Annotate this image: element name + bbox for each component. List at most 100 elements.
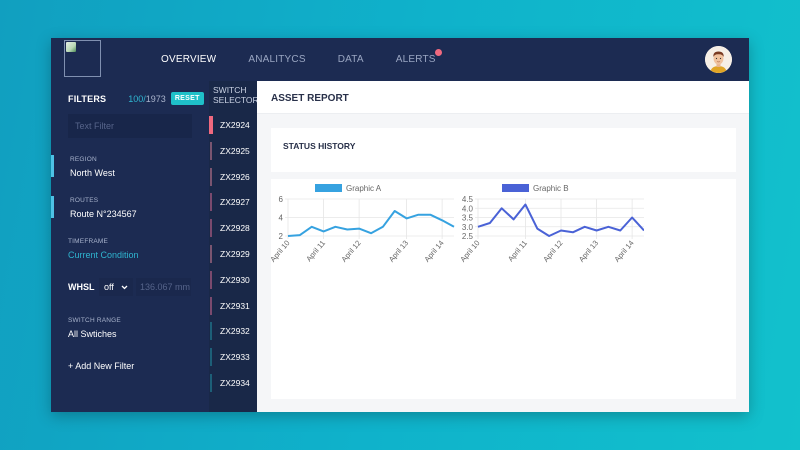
svg-text:April 10: April 10 [271, 239, 292, 264]
main-content: ASSET REPORT STATUS HISTORY Graphic A 2 4 6… [257, 81, 749, 412]
app-window: OVERVIEW ANALITYCS DATA ALERTS FILT [51, 38, 749, 412]
chevron-down-icon [121, 285, 128, 289]
legend-swatch-icon [315, 184, 342, 192]
data-line [287, 210, 455, 237]
switch-item[interactable]: ZX2931 [209, 296, 257, 317]
filter-whsl: WHSL off 136.067 mm [68, 278, 191, 296]
svg-text:April 14: April 14 [422, 239, 445, 264]
switch-status-bar [210, 141, 212, 160]
switch-item-label: ZX2933 [220, 352, 250, 363]
nav-data[interactable]: DATA [337, 54, 364, 65]
svg-text:April 13: April 13 [387, 239, 410, 264]
switch-item-label: ZX2927 [220, 197, 250, 208]
switch-item-label: ZX2931 [220, 300, 250, 311]
switch-item-label: ZX2924 [220, 120, 250, 130]
line-chart-svg: Graphic B 2.53.03.54.04.5 April 10 April 11… [458, 184, 645, 264]
filter-switch-range-label: SWITCH RANGE [68, 317, 121, 324]
filters-header: FILTERS 100/1973 RESET [68, 92, 208, 105]
main-header: ASSET REPORT [257, 81, 749, 114]
switch-status-bar [210, 219, 212, 238]
top-navbar: OVERVIEW ANALITYCS DATA ALERTS [51, 38, 749, 81]
filters-count-current: 100 [128, 93, 144, 104]
switch-item[interactable]: ZX2926 [209, 167, 257, 188]
svg-text:3.0: 3.0 [462, 223, 474, 232]
svg-text:2: 2 [279, 232, 284, 241]
switch-item-label: ZX2932 [220, 326, 250, 337]
switch-status-bar [210, 270, 212, 289]
switch-item-label: ZX2934 [220, 378, 250, 388]
switch-status-bar [210, 245, 212, 263]
svg-text:April 11: April 11 [304, 239, 327, 264]
filters-title: FILTERS [68, 93, 107, 104]
legend-label: Graphic B [533, 184, 569, 193]
svg-text:3.5: 3.5 [462, 214, 474, 223]
switch-item[interactable]: ZX2932 [209, 322, 257, 342]
svg-text:4.5: 4.5 [462, 195, 474, 204]
legend-swatch-icon [502, 184, 529, 192]
filters-count-total: 1973 [145, 93, 166, 104]
switch-selector-title-line1: SWITCH [213, 85, 247, 95]
line-chart-svg: Graphic A 2 4 6 April 10 April 11 April 12 Apri… [268, 184, 455, 264]
svg-text:6: 6 [279, 195, 284, 204]
switch-item-label: ZX2929 [220, 249, 250, 259]
switch-item-label: ZX2926 [220, 171, 250, 182]
filter-switch-range-value: All Swtiches [68, 329, 117, 339]
nav-overview[interactable]: OVERVIEW [161, 54, 217, 65]
switch-item-label: ZX2928 [220, 223, 250, 234]
switch-selector-title: SWITCH SELECTOR [213, 85, 259, 105]
avatar-face-icon [705, 46, 732, 73]
filter-timeframe-label: TIMEFRAME [68, 238, 109, 245]
svg-text:April 14: April 14 [612, 239, 635, 264]
charts-card: Graphic A 2 4 6 April 10 April 11 April 12 Apri… [268, 179, 736, 399]
filters-count-sep: / [143, 93, 146, 104]
filter-routes-label: ROUTES [70, 197, 99, 204]
switch-status-bar [210, 296, 212, 315]
whsl-select-value: off [104, 282, 114, 292]
filter-region-label: REGION [70, 156, 97, 163]
filters-count: 100/1973 [128, 94, 166, 104]
data-line [477, 203, 645, 237]
switch-status-bar [210, 322, 212, 341]
switch-status-bar [210, 193, 212, 212]
svg-text:4.0: 4.0 [462, 204, 474, 213]
whsl-input[interactable]: 136.067 mm [136, 278, 191, 296]
svg-text:4: 4 [279, 214, 284, 223]
legend-label: Graphic A [346, 184, 382, 193]
nav-alerts[interactable]: ALERTS [395, 49, 442, 65]
logo-image[interactable] [64, 40, 101, 77]
switch-status-bar [210, 348, 212, 367]
switch-item[interactable]: ZX2925 [209, 141, 257, 162]
switch-status-bar [209, 116, 213, 134]
text-filter-input[interactable] [68, 114, 192, 138]
user-avatar[interactable] [705, 46, 732, 73]
nav-alerts-label: ALERTS [395, 54, 436, 65]
add-new-filter-button[interactable]: + Add New Filter [68, 361, 135, 371]
status-history-card: STATUS HISTORY [271, 128, 736, 172]
broken-image-icon [66, 42, 76, 52]
switch-item[interactable]: ZX2928 [209, 219, 257, 239]
switch-selector-panel: SWITCH SELECTOR ZX2924 ZX2925 ZX2926 ZX2927… [209, 81, 259, 412]
switch-item[interactable]: ZX2927 [209, 193, 257, 213]
filter-timeframe-value[interactable]: Current Condition [68, 250, 139, 260]
status-history-title: STATUS HISTORY [283, 141, 356, 151]
whsl-select[interactable]: off [99, 278, 133, 296]
nav-analytics[interactable]: ANALITYCS [248, 54, 306, 65]
switch-item[interactable]: ZX2929 [209, 245, 257, 265]
svg-text:April 12: April 12 [339, 239, 362, 264]
alert-badge-icon [434, 49, 442, 56]
switch-item[interactable]: ZX2933 [209, 348, 257, 368]
svg-text:April 12: April 12 [541, 239, 564, 264]
reset-button[interactable]: RESET [170, 92, 204, 105]
svg-text:April 11: April 11 [506, 239, 529, 264]
switch-item[interactable]: ZX2924 [209, 116, 257, 136]
switch-item[interactable]: ZX2934 [209, 374, 257, 394]
page-title: ASSET REPORT [271, 93, 349, 104]
switch-selector-title-line2: SELECTOR [213, 95, 259, 105]
switch-item-label: ZX2925 [220, 145, 250, 156]
svg-text:2.5: 2.5 [462, 232, 474, 241]
filter-routes-value: Route N°234567 [70, 209, 137, 219]
filters-panel: FILTERS 100/1973 RESET REGION North West… [51, 81, 209, 412]
switch-item[interactable]: ZX2930 [209, 270, 257, 291]
filter-region-value: North West [70, 168, 115, 178]
whsl-label: WHSL [68, 282, 95, 292]
